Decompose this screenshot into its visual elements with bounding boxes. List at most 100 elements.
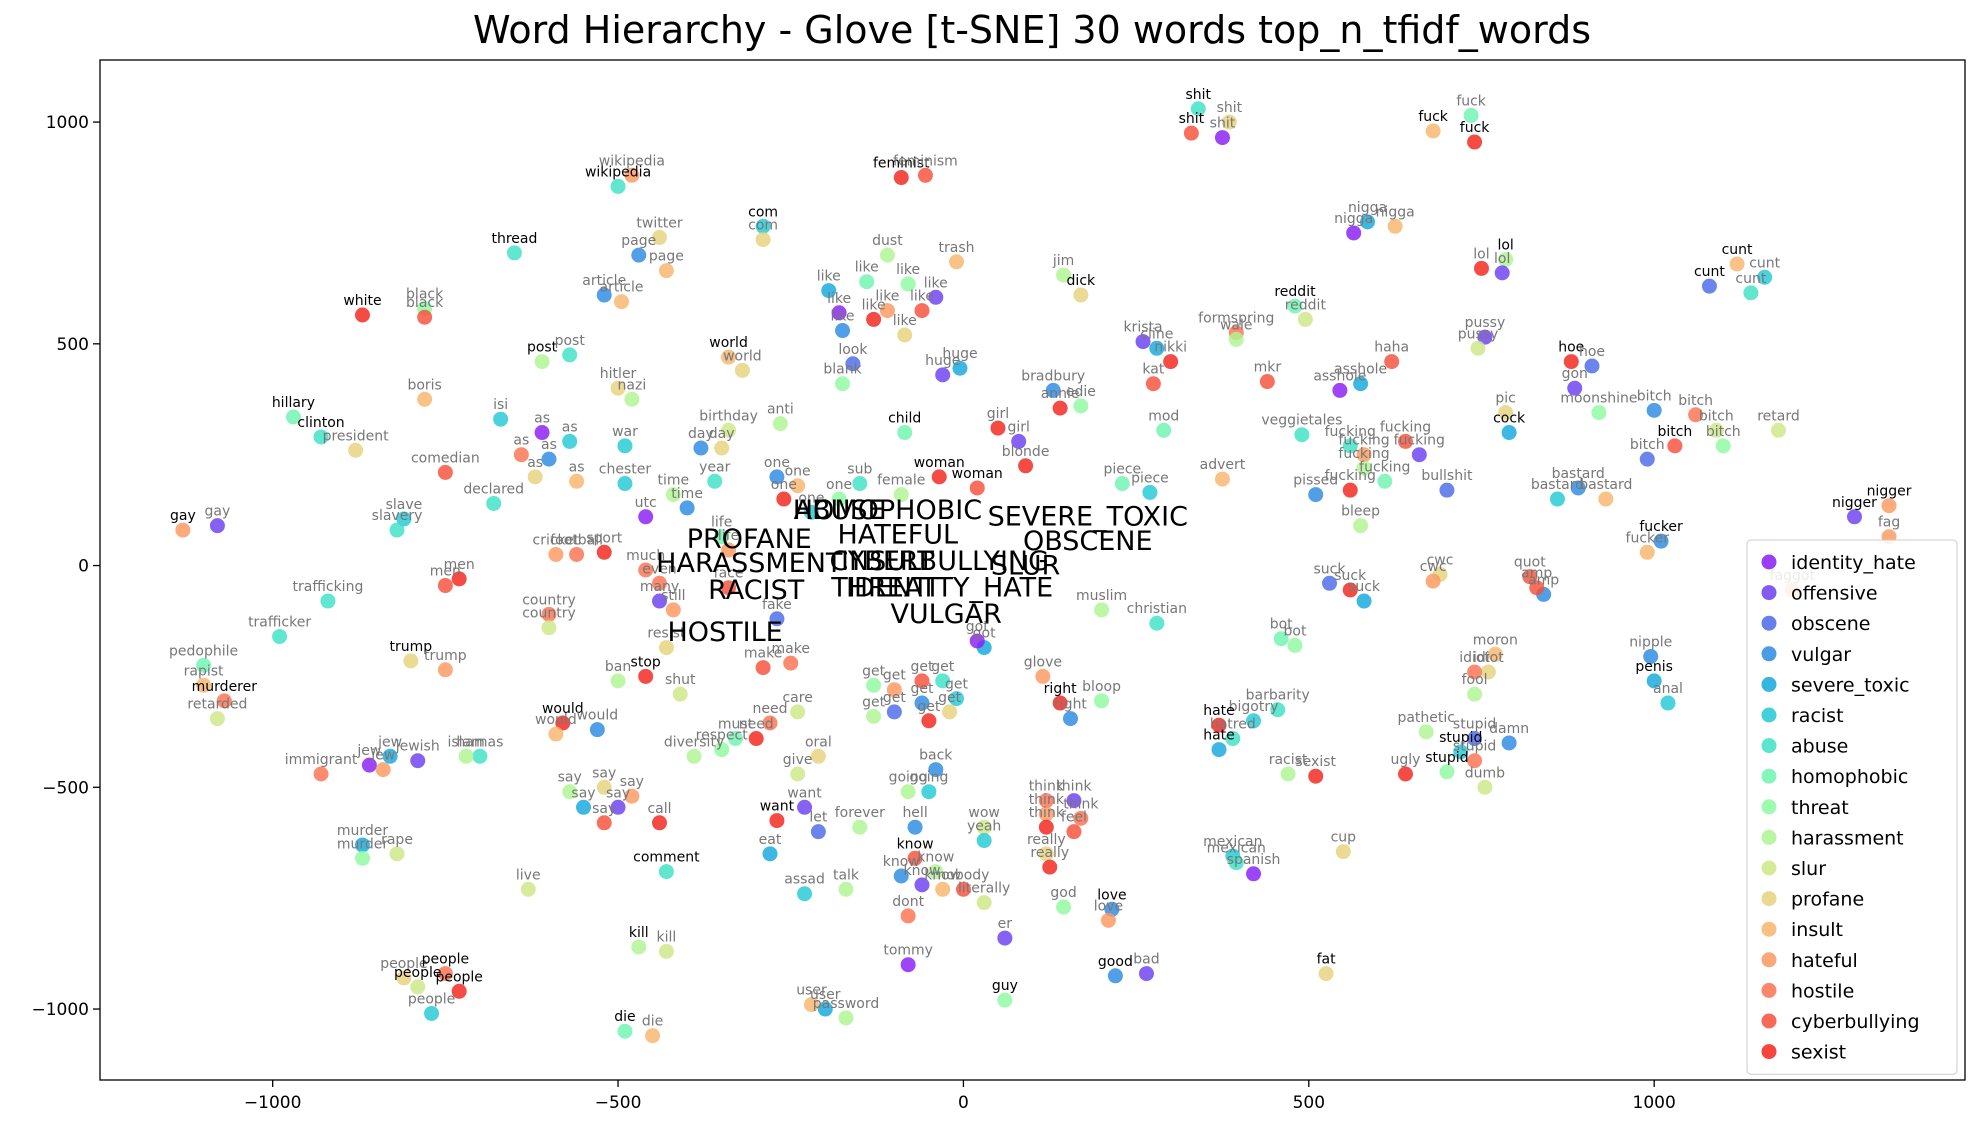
data-point-harassment	[852, 819, 868, 835]
word-label: white	[343, 293, 381, 309]
data-point-hostile	[569, 546, 585, 562]
data-point-threat	[831, 491, 847, 507]
word-label: one	[771, 477, 797, 493]
data-point-offensive	[1066, 793, 1082, 809]
word-label: get	[862, 694, 886, 710]
word-label: say	[606, 785, 630, 801]
word-label: jew	[370, 748, 395, 764]
word-label: get	[917, 699, 941, 715]
word-label: trafficking	[293, 579, 364, 595]
legend-marker	[1761, 768, 1777, 784]
word-label: shut	[665, 672, 696, 688]
word-label: as	[527, 455, 543, 471]
legend-label: offensive	[1791, 583, 1878, 605]
word-label: wale	[1220, 317, 1253, 333]
data-point-vulgar	[1107, 968, 1123, 984]
word-label: fucking	[1394, 433, 1445, 449]
word-label: people	[394, 965, 441, 981]
data-point-vulgar	[541, 451, 557, 467]
data-point-sexist	[596, 544, 612, 560]
word-label: kill	[657, 929, 677, 945]
data-point-abuse	[1294, 427, 1310, 443]
data-point-abuse	[707, 473, 723, 489]
data-point-abuse	[486, 495, 502, 511]
data-point-identity_hate	[1214, 130, 1230, 146]
data-point-cyberbullying	[1398, 433, 1413, 449]
word-label: chester	[599, 462, 652, 478]
data-point-harassment	[928, 864, 944, 880]
data-point-hateful	[1425, 573, 1441, 589]
data-point-cyberbullying	[1522, 569, 1538, 585]
data-point-cyberbullying	[914, 303, 930, 319]
word-label: even	[642, 561, 676, 577]
word-label: asshole	[1334, 362, 1387, 378]
legend-marker	[1761, 982, 1777, 998]
word-label: world	[709, 335, 748, 351]
data-point-slur	[1477, 779, 1493, 795]
data-point-insult	[614, 294, 630, 310]
word-label: one	[764, 455, 790, 471]
word-label: yeah	[967, 819, 1001, 835]
data-point-hostile	[900, 908, 916, 924]
word-label: user	[810, 987, 841, 1003]
data-point-threat	[354, 850, 370, 866]
data-point-profane	[734, 362, 750, 378]
data-point-threat	[1439, 764, 1455, 780]
word-label: fake	[762, 597, 792, 613]
data-point-obscene	[769, 611, 785, 627]
legend-marker	[1761, 1013, 1777, 1029]
word-label: pic	[1495, 391, 1515, 407]
word-label: make	[744, 646, 782, 662]
word-label: as	[541, 437, 557, 453]
data-point-harassment	[458, 748, 474, 764]
x-tick-label: −1000	[244, 1093, 302, 1113]
data-point-harassment	[631, 939, 647, 955]
data-point-harassment	[665, 487, 681, 503]
word-label: country	[522, 606, 576, 622]
word-label: pissed	[1293, 473, 1338, 489]
word-label: day	[688, 426, 714, 442]
word-label: country	[522, 592, 576, 608]
data-point-homophobic	[1287, 298, 1303, 314]
word-label: bad	[1133, 952, 1159, 968]
word-label: comedian	[411, 450, 480, 466]
data-point-insult	[1387, 218, 1403, 234]
data-point-identity_hate	[1346, 225, 1362, 241]
word-label: feminism	[893, 153, 958, 169]
data-point-sexist	[555, 715, 571, 731]
word-label: user	[796, 983, 827, 999]
data-point-hostile	[437, 966, 453, 982]
data-point-slur	[1297, 311, 1313, 327]
word-label: blonde	[1002, 444, 1050, 460]
data-point-racist	[617, 476, 633, 492]
word-label: fucking	[1338, 433, 1389, 449]
data-point-profane	[897, 327, 913, 343]
data-point-sexist	[1211, 717, 1227, 733]
data-point-hateful	[1038, 806, 1054, 822]
legend-label: homophobic	[1791, 766, 1908, 788]
y-tick-label: −500	[42, 778, 89, 798]
y-tick-label: 1000	[46, 113, 89, 133]
data-point-vulgar	[596, 287, 612, 303]
data-point-profane	[1480, 664, 1496, 680]
data-point-hateful	[1100, 912, 1116, 928]
word-label: com	[748, 204, 778, 220]
word-label: like	[831, 309, 855, 325]
word-label: fucking	[1325, 424, 1376, 440]
word-label: hoe	[1558, 340, 1584, 356]
data-point-sexist	[776, 491, 792, 507]
data-point-hostile	[541, 606, 557, 622]
word-label: bitch	[1657, 424, 1692, 440]
word-label: mexican	[1203, 834, 1262, 850]
legend-marker	[1761, 554, 1777, 570]
data-point-harassment	[610, 673, 626, 689]
legend-marker	[1761, 676, 1777, 692]
data-point-sexist	[1473, 260, 1489, 276]
legend-label: identity_hate	[1791, 552, 1916, 574]
word-label: pedophile	[169, 643, 238, 659]
legend-marker	[1761, 921, 1777, 937]
data-point-vulgar	[1062, 711, 1078, 727]
word-label: shit	[1210, 116, 1236, 132]
word-label: rape	[381, 832, 413, 848]
data-point-insult	[645, 1028, 661, 1044]
